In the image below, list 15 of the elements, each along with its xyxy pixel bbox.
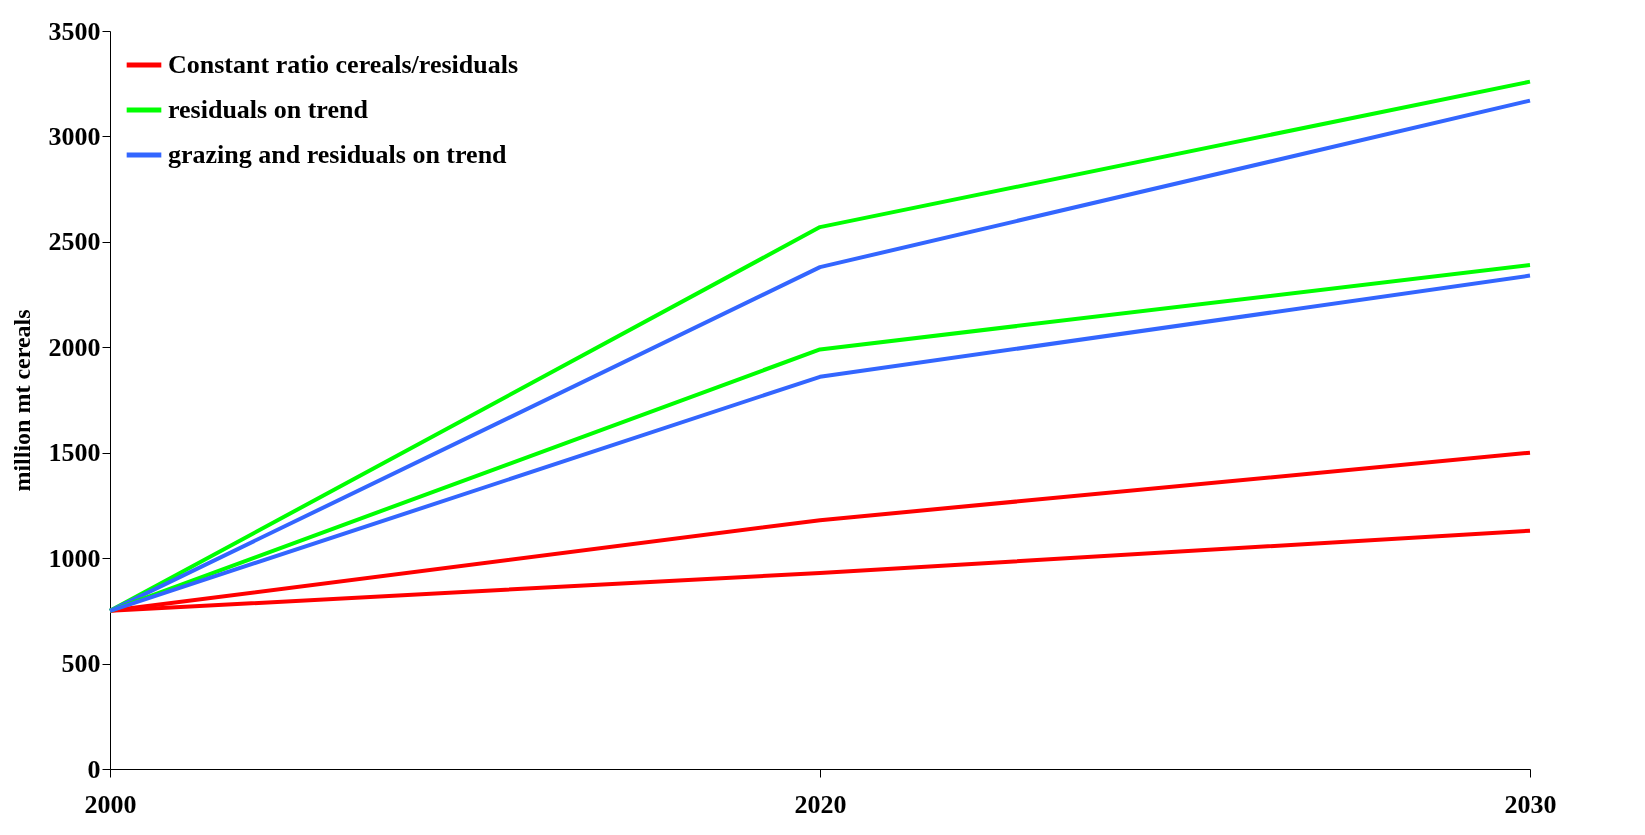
x-tick-label: 2020	[794, 789, 847, 819]
legend-label: residuals on trend	[168, 95, 369, 124]
y-tick-label: 1000	[48, 543, 101, 573]
x-tick-label: 2000	[84, 789, 137, 819]
y-tick-label: 3500	[48, 16, 101, 46]
y-axis-title: million mt cereals	[8, 309, 35, 492]
y-tick-label: 2000	[48, 332, 101, 362]
legend-label: Constant ratio cereals/residuals	[168, 50, 519, 79]
y-tick-label: 3000	[48, 121, 101, 151]
legend-label: grazing and residuals on trend	[168, 140, 508, 169]
y-tick-label: 2500	[48, 227, 101, 257]
x-tick-label: 2030	[1504, 789, 1557, 819]
y-tick-label: 500	[61, 649, 101, 679]
y-tick-label: 1500	[48, 438, 101, 468]
y-tick-label: 0	[87, 754, 101, 784]
